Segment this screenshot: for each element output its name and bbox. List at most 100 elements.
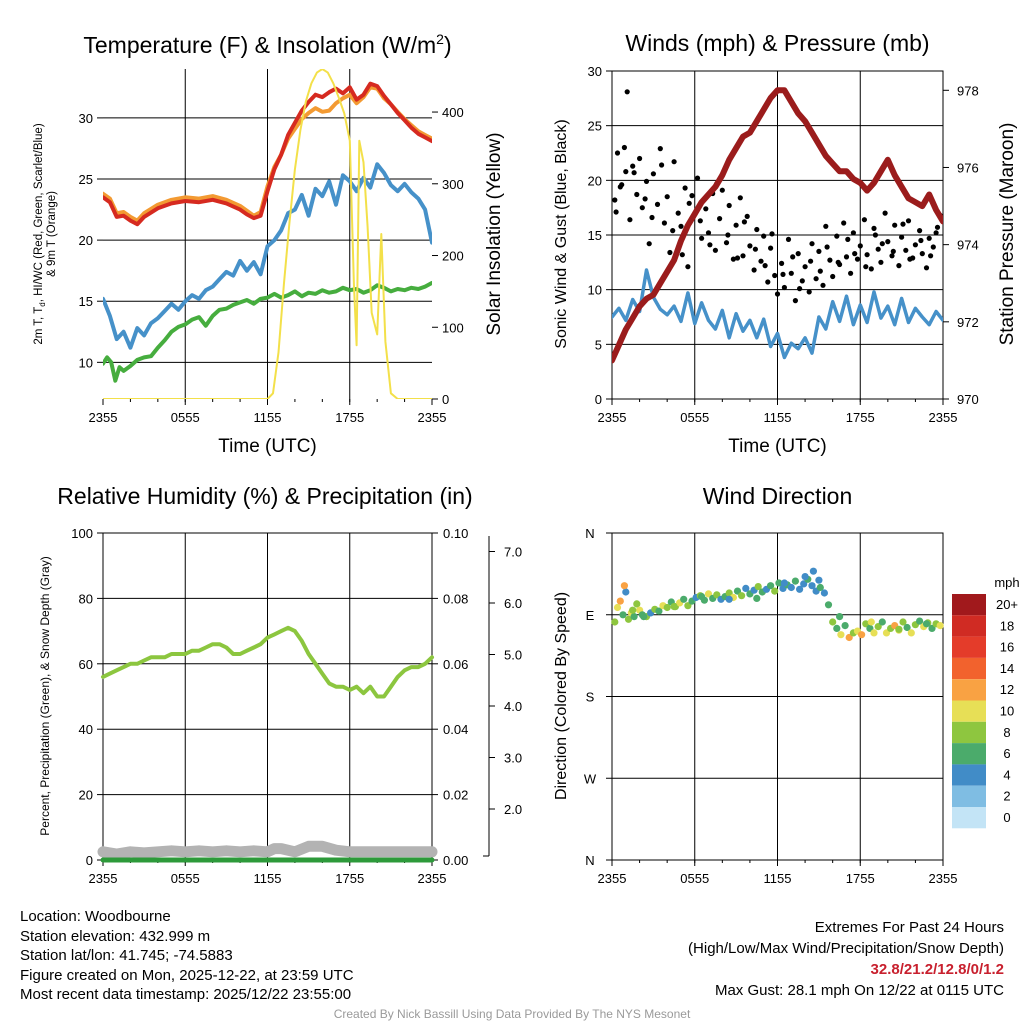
direction-point — [613, 603, 622, 612]
gust-point — [719, 187, 725, 193]
gust-point — [678, 223, 684, 229]
gust-point — [642, 196, 648, 202]
gust-point — [667, 249, 673, 256]
direction-point — [836, 613, 844, 621]
gust-point — [889, 253, 895, 259]
gust-point — [864, 252, 870, 258]
insolation-ytick-label: 200 — [442, 249, 464, 264]
gust-point — [823, 223, 829, 229]
speed-legend-label: 10 — [1000, 704, 1014, 719]
direction-point — [820, 589, 829, 597]
gust-point — [758, 258, 764, 264]
direction-point — [928, 624, 936, 633]
insolation-ytick-label: 400 — [442, 105, 464, 120]
humidity-xtick-label: 1155 — [254, 871, 282, 886]
gust-point — [637, 155, 643, 162]
gust-point — [882, 210, 888, 216]
gust-point — [879, 241, 885, 247]
extremes-summary: Extremes For Past 24 Hours (High/Low/Max… — [688, 917, 1004, 1001]
humidity-ytick-label: 40 — [79, 722, 93, 737]
humidity-ylabel: Percent, Precipitation (Green), & Snow D… — [38, 556, 52, 835]
direction-point — [824, 601, 833, 609]
gust-point — [624, 89, 630, 95]
direction-point — [630, 613, 638, 621]
direction-title: Wind Direction — [703, 483, 853, 509]
gust-point — [930, 244, 936, 250]
direction-point — [874, 623, 882, 631]
gust-point — [613, 209, 619, 215]
gust-point — [835, 259, 841, 265]
direction-point — [809, 567, 818, 575]
gust-point — [841, 220, 847, 226]
direction-point — [916, 617, 924, 625]
winds-ytick-label: 25 — [588, 119, 602, 134]
gust-point — [878, 259, 884, 265]
humidity-ytick-label: 20 — [79, 788, 93, 803]
gust-point — [799, 278, 805, 284]
direction-point — [796, 585, 804, 593]
humidity-ytick-label: 60 — [79, 657, 93, 672]
gust-point — [912, 242, 919, 248]
gust-point — [670, 228, 676, 234]
temperature-xlabel: Time (UTC) — [218, 436, 317, 457]
direction-xtick-label: 1155 — [764, 871, 792, 886]
gust-point — [918, 237, 924, 244]
speed-legend-swatch — [952, 700, 986, 722]
temperature-xtick-label: 2355 — [418, 410, 447, 425]
direction-point — [801, 573, 809, 581]
gust-point — [671, 159, 677, 165]
direction-point — [878, 618, 886, 626]
speed-legend-swatch — [952, 679, 986, 701]
snow-ytick-label: 2.0 — [504, 802, 522, 817]
direction-point — [903, 623, 911, 632]
gust-point — [689, 193, 695, 199]
gust-point — [699, 235, 705, 241]
precip-ytick-label: 0.06 — [443, 657, 468, 672]
gust-point — [857, 243, 863, 249]
pressure-ytick-label: 972 — [957, 315, 979, 330]
gust-point — [754, 226, 760, 233]
gust-point — [765, 279, 771, 285]
gust-point — [752, 246, 759, 252]
gust-point — [762, 263, 768, 269]
gust-point — [785, 236, 792, 242]
humidity-precip-panel: Relative Humidity (%) & Precipitation (i… — [38, 483, 522, 886]
gust-point — [703, 206, 709, 212]
direction-point — [738, 592, 746, 600]
direction-point — [775, 579, 783, 587]
gust-point — [768, 245, 774, 251]
winds-ytick-label: 15 — [588, 228, 602, 243]
gust-point — [639, 205, 645, 211]
direction-point — [629, 606, 637, 614]
gust-point — [664, 194, 670, 200]
winds-ytick-label: 0 — [595, 392, 602, 407]
gust-point — [792, 298, 799, 304]
direction-point — [907, 629, 915, 637]
gust-point — [657, 146, 663, 152]
gust-point — [852, 251, 858, 257]
gust-point — [661, 220, 668, 226]
temperature-ylabel: 2m T, Td, HI/WC (Red, Green, Scarlet/Blu… — [33, 123, 58, 344]
speed-legend-swatch — [952, 764, 986, 786]
gust-point — [751, 267, 757, 273]
gust-point — [649, 214, 655, 221]
direction-point — [815, 576, 823, 584]
gust-point — [675, 210, 681, 216]
gust-point — [780, 271, 786, 277]
gust-point — [820, 282, 826, 288]
direction-point — [704, 590, 713, 598]
direction-ylabel: Direction (Colored By Speed) — [553, 592, 570, 800]
direction-point — [684, 602, 692, 610]
gust-point — [705, 230, 712, 236]
direction-point — [816, 583, 824, 592]
insolation-ytick-label: 100 — [442, 320, 464, 335]
humidity-ytick-label: 100 — [71, 526, 93, 541]
direction-point — [680, 595, 688, 603]
gust-point — [907, 256, 913, 262]
gust-point — [827, 257, 833, 263]
temperature-ytick-label: 25 — [79, 172, 93, 187]
snow-ytick-label: 5.0 — [504, 648, 522, 663]
direction-xtick-label: 2355 — [598, 871, 627, 886]
speed-legend-swatch — [952, 807, 986, 829]
winds-xtick-label: 1155 — [764, 410, 792, 425]
